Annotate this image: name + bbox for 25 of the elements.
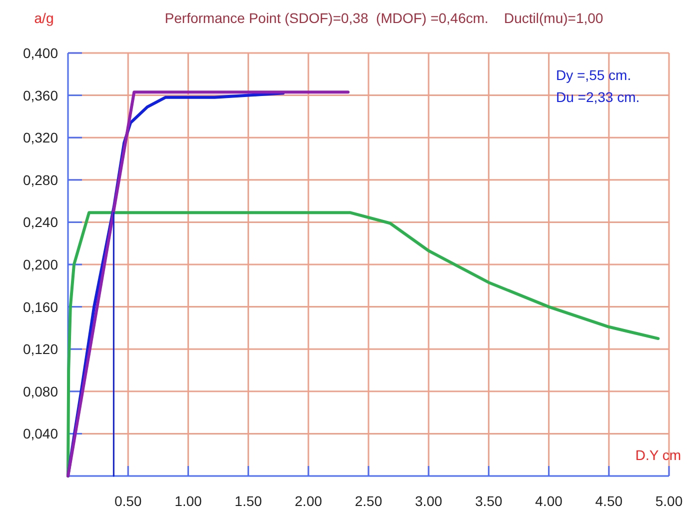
x-tick-label: 0.50 <box>114 493 142 509</box>
x-tick-label: 4.50 <box>595 493 623 509</box>
x-tick-label: 2.50 <box>354 493 382 509</box>
annotation: Dy =,55 cm. <box>556 67 632 83</box>
x-axis-title: D.Y cm <box>635 447 681 463</box>
y-tick-label: 0,200 <box>22 256 58 272</box>
y-tick-label: 0,280 <box>22 172 58 188</box>
x-tick-label: 3.00 <box>414 493 442 509</box>
y-tick-label: 0,040 <box>22 426 58 442</box>
x-tick-label: 3.50 <box>475 493 503 509</box>
annotation: Du =2,33 cm. <box>556 89 640 105</box>
y-tick-label: 0,400 <box>22 45 58 61</box>
y-tick-label: 0,080 <box>22 383 58 400</box>
y-axis-title: a/g <box>34 10 54 26</box>
y-tick-label: 0,240 <box>22 214 58 230</box>
x-tick-label: 1.00 <box>174 493 202 509</box>
y-tick-label: 0,360 <box>22 87 58 104</box>
x-tick-label: 4.00 <box>535 493 563 509</box>
chart-title: Performance Point (SDOF)=0,38 (MDOF) =0,46cm. Ductil(mu)=1,00 <box>164 10 604 26</box>
y-tick-label: 0,320 <box>22 130 58 146</box>
y-tick-label: 0,160 <box>22 298 58 315</box>
x-tick-label: 1.50 <box>234 493 262 509</box>
x-tick-label: 2.00 <box>294 493 322 509</box>
x-tick-label: 5.00 <box>655 493 683 509</box>
y-tick-label: 0,120 <box>22 341 58 358</box>
